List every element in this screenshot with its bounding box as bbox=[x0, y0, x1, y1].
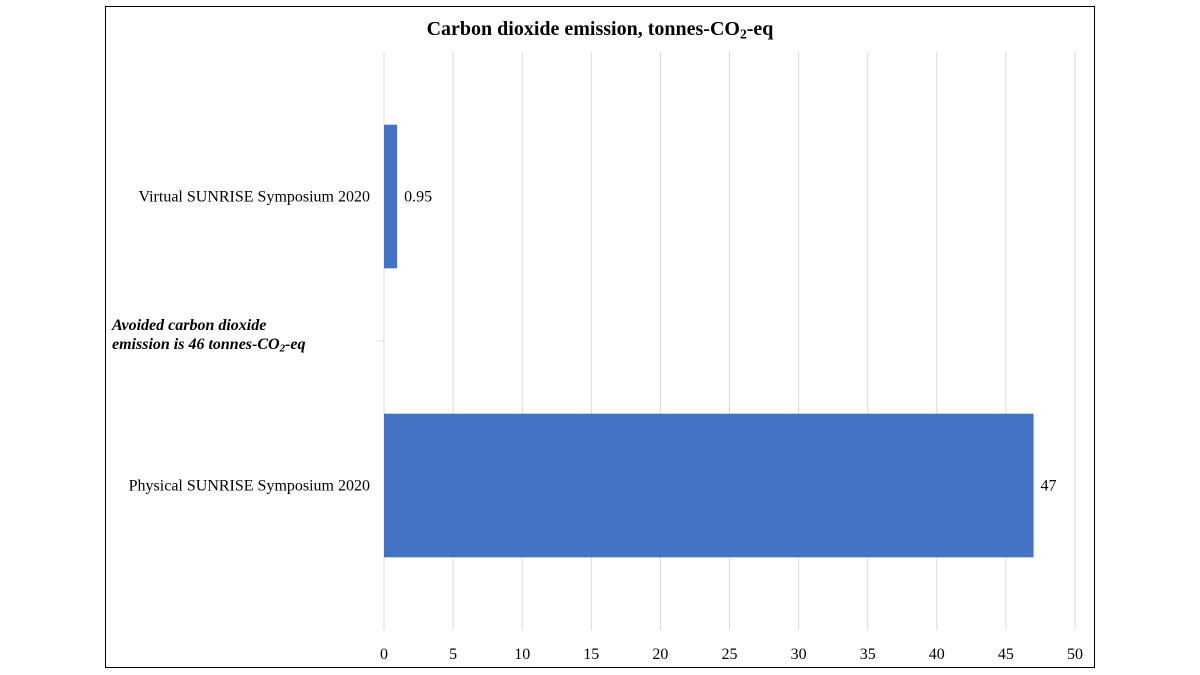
chart-frame: Carbon dioxide emission, tonnes-CO2-eq bbox=[105, 6, 1095, 668]
chart-title-subscript: 2 bbox=[739, 26, 747, 42]
x-tick-label-50: 50 bbox=[1067, 646, 1083, 663]
data-labels: 0.95 47 bbox=[404, 189, 1056, 495]
x-tick-label-10: 10 bbox=[514, 646, 530, 663]
data-label-1: 0.95 bbox=[404, 189, 432, 206]
bar-2 bbox=[384, 413, 1034, 558]
category-label-1: Virtual SUNRISE Symposium 2020 bbox=[139, 189, 371, 206]
category-axis bbox=[378, 52, 385, 630]
x-tick-label-5: 5 bbox=[449, 646, 457, 663]
chart-title: Carbon dioxide emission, tonnes-CO2-eq bbox=[106, 16, 1094, 42]
data-label-2: 47 bbox=[1041, 478, 1057, 495]
avoided-emission-annotation: Avoided carbon dioxide emission is 46 to… bbox=[112, 316, 362, 354]
category-label-2: Physical SUNRISE Symposium 2020 bbox=[129, 478, 370, 495]
x-axis-ticks: 0 5 10 15 20 25 30 35 40 45 50 bbox=[380, 646, 1083, 663]
annotation-suffix: -eq bbox=[285, 336, 306, 353]
annotation-line2: emission is 46 tonnes-CO bbox=[112, 336, 280, 353]
x-tick-label-40: 40 bbox=[929, 646, 945, 663]
x-tick-label-25: 25 bbox=[722, 646, 738, 663]
bar-1 bbox=[384, 124, 398, 269]
chart-title-suffix: -eq bbox=[746, 18, 774, 40]
x-tick-label-30: 30 bbox=[791, 646, 807, 663]
x-tick-label-45: 45 bbox=[998, 646, 1014, 663]
bars bbox=[384, 124, 1034, 558]
annotation-subscript: 2 bbox=[279, 342, 286, 355]
category-labels: Virtual SUNRISE Symposium 2020 Physical S… bbox=[129, 189, 370, 495]
x-tick-label-0: 0 bbox=[380, 646, 388, 663]
x-tick-label-35: 35 bbox=[860, 646, 876, 663]
x-tick-label-20: 20 bbox=[652, 646, 668, 663]
annotation-line1: Avoided carbon dioxide bbox=[112, 317, 267, 334]
chart-title-text: Carbon dioxide emission, tonnes-CO bbox=[426, 18, 740, 40]
x-tick-label-15: 15 bbox=[583, 646, 599, 663]
